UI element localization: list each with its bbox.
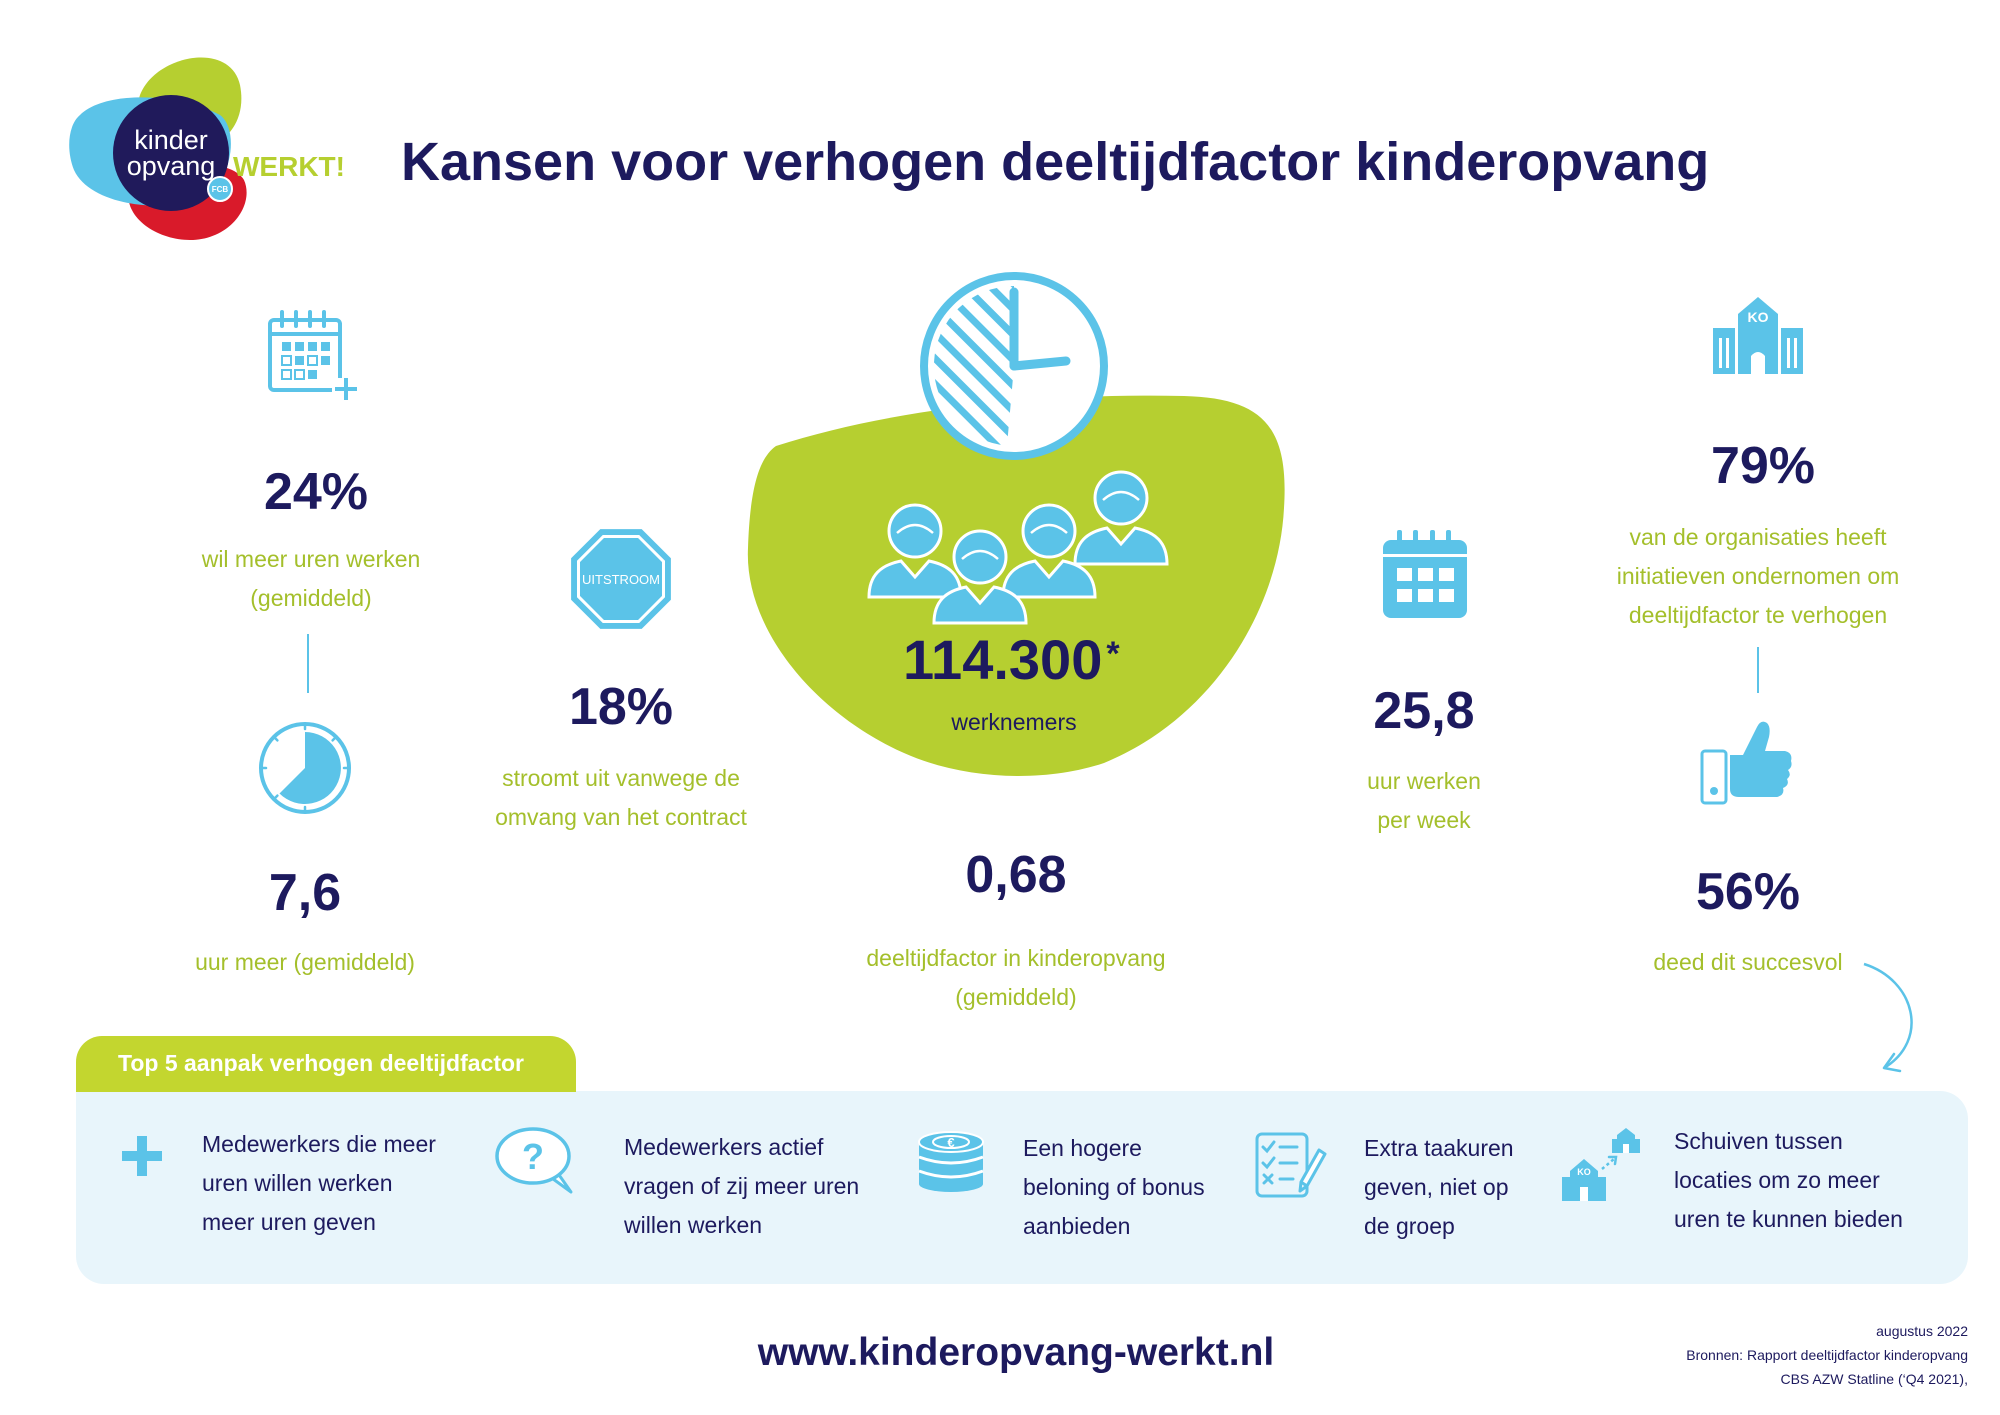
logo-text-line2: opvang [127,151,216,181]
svg-text:€: € [947,1135,954,1150]
stat-value-organisations-initiative: 79% [1710,437,1816,495]
stat-value-part-time-factor: 0,68 [965,846,1067,904]
kinderopvang-werkt-logo: kinder opvang WERKT! FCB [69,57,345,240]
stat-label-extra-hours: uur meer (gemiddeld) [105,943,505,982]
item-line: uren te kunnen bieden [1674,1206,1903,1232]
svg-text:?: ? [522,1136,544,1177]
stat-label-employees: werknemers [951,709,1077,735]
checklist-icon [1255,1132,1327,1198]
plus-icon [122,1136,162,1176]
label-line: uur werken [1367,768,1481,794]
stat-value-successful: 56% [1695,863,1801,921]
item-line: locaties om zo meer [1674,1167,1880,1193]
website-url: www.kinderopvang-werkt.nl [757,1331,1275,1374]
stop-sign-label: UITSTROOM [582,572,660,587]
source-line: Bronnen: Rapport deeltijdfactor kinderop… [1686,1347,1968,1363]
item-line: meer uren geven [202,1209,376,1235]
top5-item-5: Schuiven tussen locaties om zo meer uren… [1674,1122,1954,1239]
person-icon [1073,470,1169,566]
stat-value-outflow: 18% [568,678,674,736]
publication-date: augustus 2022 [1876,1323,1968,1339]
item-line: geven, niet op [1364,1174,1509,1200]
label-line: (gemiddeld) [955,984,1077,1010]
curved-arrow-icon [1863,962,1913,1073]
top5-item-3: Een hogere beloning of bonus aanbieden [1023,1129,1263,1246]
item-line: de groep [1364,1213,1455,1239]
stat-label-part-time-factor: deeltijdfactor in kinderopvang (gemiddel… [766,939,1266,1017]
label-line: per week [1377,807,1471,833]
question-bubble-icon: ? [495,1127,573,1194]
person-icon [932,529,1028,625]
connector-line [307,634,309,693]
clock-pie-icon [259,722,351,814]
calendar-icon [1383,530,1467,618]
building-label: KO [1748,309,1769,325]
thumbs-up-icon [1700,721,1792,805]
top5-panel [76,1091,1968,1284]
top5-heading-tab: Top 5 aanpak verhogen deeltijdfactor [76,1036,576,1092]
footnote-asterisk: * [1106,635,1120,673]
stop-sign-icon: UITSTROOM [571,529,671,629]
item-line: Schuiven tussen [1674,1128,1843,1154]
item-line: Medewerkers die meer [202,1131,436,1157]
label-line: stroomt uit vanwege de [502,765,740,791]
item-line: Een hogere [1023,1135,1142,1161]
source-notes: augustus 2022 Bronnen: Rapport deeltijdf… [1568,1319,1968,1391]
stat-label-outflow: stroomt uit vanwege de omvang van het co… [421,759,821,837]
logo-badge-text: FCB [212,185,229,194]
item-line: vragen of zij meer uren [624,1173,860,1199]
stat-label-weekly-hours: uur werken per week [1224,762,1624,840]
top5-item-4: Extra taakuren geven, niet op de groep [1364,1129,1564,1246]
person-icon [867,503,963,599]
top5-item-1: Medewerkers die meer uren willen werken … [202,1125,482,1242]
logo-brand-text: WERKT! [233,151,345,182]
stat-value-extra-hours: 7,6 [268,864,342,922]
people-icon [867,470,1169,625]
label-line: deeltijdfactor in kinderopvang [866,945,1166,971]
item-line: Medewerkers actief [624,1134,824,1160]
label-line: omvang van het contract [495,804,747,830]
stat-label-successful: deed dit succesvol [1548,943,1948,982]
person-icon [1001,503,1097,599]
label-line: (gemiddeld) [250,585,372,611]
item-line: uren willen werken [202,1170,393,1196]
page-title: Kansen voor verhogen deeltijdfactor kind… [401,132,1710,192]
item-line: willen werken [624,1212,763,1238]
buildings-transfer-icon: KO [1562,1128,1640,1201]
clock-icon [920,272,1108,460]
label-line: wil meer uren werken [201,546,421,572]
source-line: CBS AZW Statline (‘Q4 2021), [1780,1371,1968,1387]
item-line: aanbieden [1023,1213,1131,1239]
clock-hour-hand [1009,356,1071,371]
stat-value-more-hours-wanted: 24% [263,463,369,521]
stat-label-organisations-initiative: van de organisaties heeft initiatieven o… [1538,518,1978,635]
item-line: Extra taakuren [1364,1135,1514,1161]
top5-item-2: Medewerkers actief vragen of zij meer ur… [624,1128,914,1245]
employees-number: 114.300 [903,628,1103,691]
logo-text-line1: kinder [134,125,208,155]
connector-line [1757,647,1759,693]
calendar-plus-icon [268,310,360,402]
label-line: deeltijdfactor te verhogen [1628,602,1888,628]
label-line: initiatieven ondernomen om [1616,563,1900,589]
label-line: van de organisaties heeft [1629,524,1887,550]
building-icon: KO [1713,297,1803,374]
stat-value-employees: 114.300 * [903,628,1120,692]
svg-text:KO: KO [1577,1167,1591,1177]
item-line: beloning of bonus [1023,1174,1205,1200]
label-line: deed dit succesvol [1653,949,1843,975]
euro-coins-icon: € [918,1131,984,1192]
label-line: uur meer (gemiddeld) [195,949,415,975]
stat-label-more-hours-wanted: wil meer uren werken (gemiddeld) [111,540,511,618]
stat-value-weekly-hours: 25,8 [1373,682,1475,740]
